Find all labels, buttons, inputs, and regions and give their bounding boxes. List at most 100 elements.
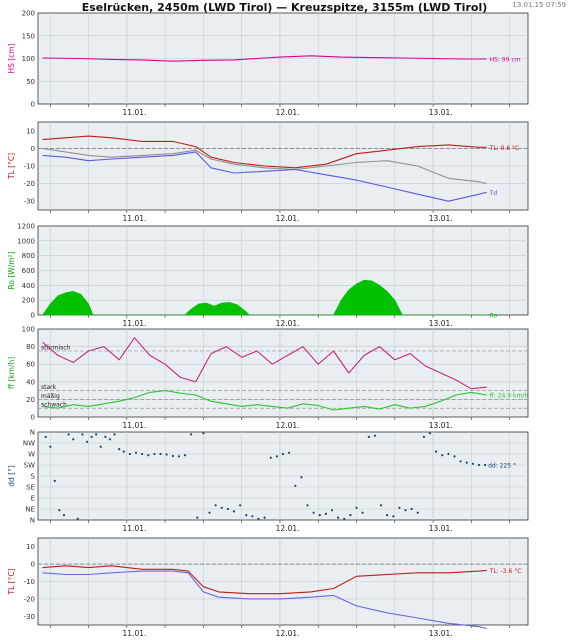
panel-5-series-1-point [44, 435, 47, 438]
panel-5-ytick-label: SW [24, 462, 35, 470]
panel-5-series-1-label: dd: 225 ° [488, 463, 516, 470]
panel-5-ytick-label: NW [23, 440, 35, 448]
panel-5-series-1-point [306, 504, 309, 507]
panel-6-series-1-label: TL: -3.6 °C [489, 568, 522, 575]
panel-5-series-1-point [153, 452, 156, 456]
panel-5-series-1-point [294, 484, 297, 487]
panel-1-ytick-label: 0 [31, 101, 35, 109]
panel-2-ytick-label: -10 [24, 163, 35, 171]
panel-1-xtick-label: 12.01. [276, 108, 300, 117]
panel-5-ytick-label: SE [26, 484, 35, 492]
panel-5-series-1-point [220, 506, 223, 509]
panel-2-series-1-line [42, 135, 487, 169]
panel-1-series-1-label: HS: 99 cm [490, 56, 521, 63]
panel-5-xtick-label: 11.01. [123, 524, 147, 533]
panel-3-series-1-label: Ro [490, 313, 498, 320]
panel-4-ytick-label: 40 [26, 378, 35, 386]
panel-4-threshold-label: mäßig [41, 393, 60, 400]
panel-6-series-1-line [42, 565, 487, 595]
panel-5-series-1-point [410, 507, 413, 511]
panel-2-ytick-label: 10 [26, 127, 35, 135]
panel-5-series-1-point [147, 454, 150, 457]
panel-6-ytick-label: -20 [24, 595, 35, 603]
panel-5-series-1-point [208, 511, 211, 514]
panel-5-series-1-point [471, 462, 474, 465]
chart-title: Eselrücken, 2450m (LWD Tirol) — Kreuzspi… [81, 1, 488, 14]
panel-5-series-1-point [447, 452, 450, 456]
panel-4-threshold-label: stark [41, 384, 57, 391]
panel-5-series-1-point [196, 516, 199, 519]
panel-5-series-1-point [484, 463, 487, 467]
panel-3-ytick-label: 600 [22, 267, 35, 275]
panel-4-ytick-label: 20 [26, 396, 35, 404]
panel-5-series-1-point [288, 451, 291, 454]
panel-3-xtick-label: 13.01. [429, 319, 453, 328]
panel-1-ytick-label: 100 [22, 55, 35, 63]
panel-1-ytick-label: 200 [22, 10, 35, 18]
panel-5-series-1-point [53, 479, 56, 482]
panel-5-series-1-point [337, 516, 340, 519]
panel-4-xtick-label: 11.01. [123, 421, 147, 430]
panel-3-xtick-label: 12.01. [276, 319, 300, 328]
panel-5-series-1-point [76, 517, 79, 520]
panel-5-series-1-point [95, 433, 98, 436]
panel-5-series-1-point [324, 512, 327, 516]
panel-5-series-1-point [177, 455, 180, 458]
panel-5-xtick-label: 12.01. [276, 524, 300, 533]
panel-5-series-1-point [269, 456, 272, 459]
panel-5-series-1-point [416, 511, 419, 514]
panel-5-series-1-point [373, 434, 376, 437]
panel-4-y-axis-label: ff [km/h] [7, 357, 16, 389]
panel-5-series-1-point [141, 452, 144, 456]
panel-5-series-1-point [312, 511, 315, 514]
panel-2-xtick-label: 11.01. [123, 214, 147, 223]
panel-4-ytick-label: 100 [22, 326, 35, 334]
panel-5-series-1-point [245, 514, 248, 517]
panel-5-series-1-point [257, 517, 260, 520]
panel-6-y-axis-label: TL [°C] [7, 568, 16, 595]
panel-5-series-1-point [108, 438, 112, 441]
panel-2-series-2-line [42, 147, 487, 185]
panel-5-series-1-point [67, 433, 70, 436]
panel-3-y-axis-label: Ro [W/m²] [7, 251, 16, 289]
panel-5-series-1-point [441, 454, 444, 457]
panel-4-threshold-label: schwach [41, 402, 67, 409]
panel-5-ytick-label: N [30, 429, 35, 437]
panel-5-series-1-point [422, 435, 425, 438]
panel-4-xtick-label: 12.01. [276, 421, 300, 430]
panel-3-xtick-label: 11.01. [123, 319, 147, 328]
panel-5-series-1-point [113, 433, 116, 436]
panel-5-series-1-point [72, 438, 75, 441]
panel-5-series-1-point [263, 516, 266, 519]
panel-3-series-1-area [42, 279, 487, 316]
panel-5-series-1-point [398, 506, 401, 509]
panel-5-series-1-point [435, 450, 438, 453]
panel-5-ytick-label: N [30, 517, 35, 525]
panel-3-ytick-label: 1200 [17, 223, 35, 231]
panel-6-series-2-line [42, 570, 487, 630]
panel-5-series-1-point [159, 452, 162, 456]
panel-5-series-1-point [465, 461, 468, 464]
timestamp: 13.01.15 07:59 [512, 1, 566, 9]
panel-5-series-1-point [330, 509, 334, 512]
panel-6-ytick-label: 10 [26, 543, 35, 551]
panel-5-series-1-point [171, 454, 174, 458]
panel-5-series-1-point [58, 509, 61, 512]
panel-5-ytick-label: S [31, 473, 36, 481]
panel-5-series-1-point [349, 514, 352, 517]
panel-5-series-1-point [300, 476, 303, 479]
panel-4-series-1-line [42, 337, 487, 390]
panel-5-series-1-point [392, 515, 395, 518]
panel-5-series-1-point [355, 506, 358, 509]
panel-3-ytick-label: 1000 [17, 237, 35, 245]
panel-5-y-axis-label: dd [°] [7, 465, 16, 487]
panel-5-series-1-point [386, 514, 389, 517]
panel-5-series-1-point [281, 452, 285, 456]
panel-4-threshold-label: stürmisch [41, 345, 71, 352]
panel-1-xtick-label: 13.01. [429, 108, 453, 117]
panel-5-series-1-point [404, 509, 407, 512]
panel-5-series-1-point [477, 463, 481, 467]
panel-2-xtick-label: 12.01. [276, 214, 300, 223]
panel-2-ytick-label: 0 [31, 145, 35, 153]
panel-5-series-1-point [81, 433, 84, 436]
